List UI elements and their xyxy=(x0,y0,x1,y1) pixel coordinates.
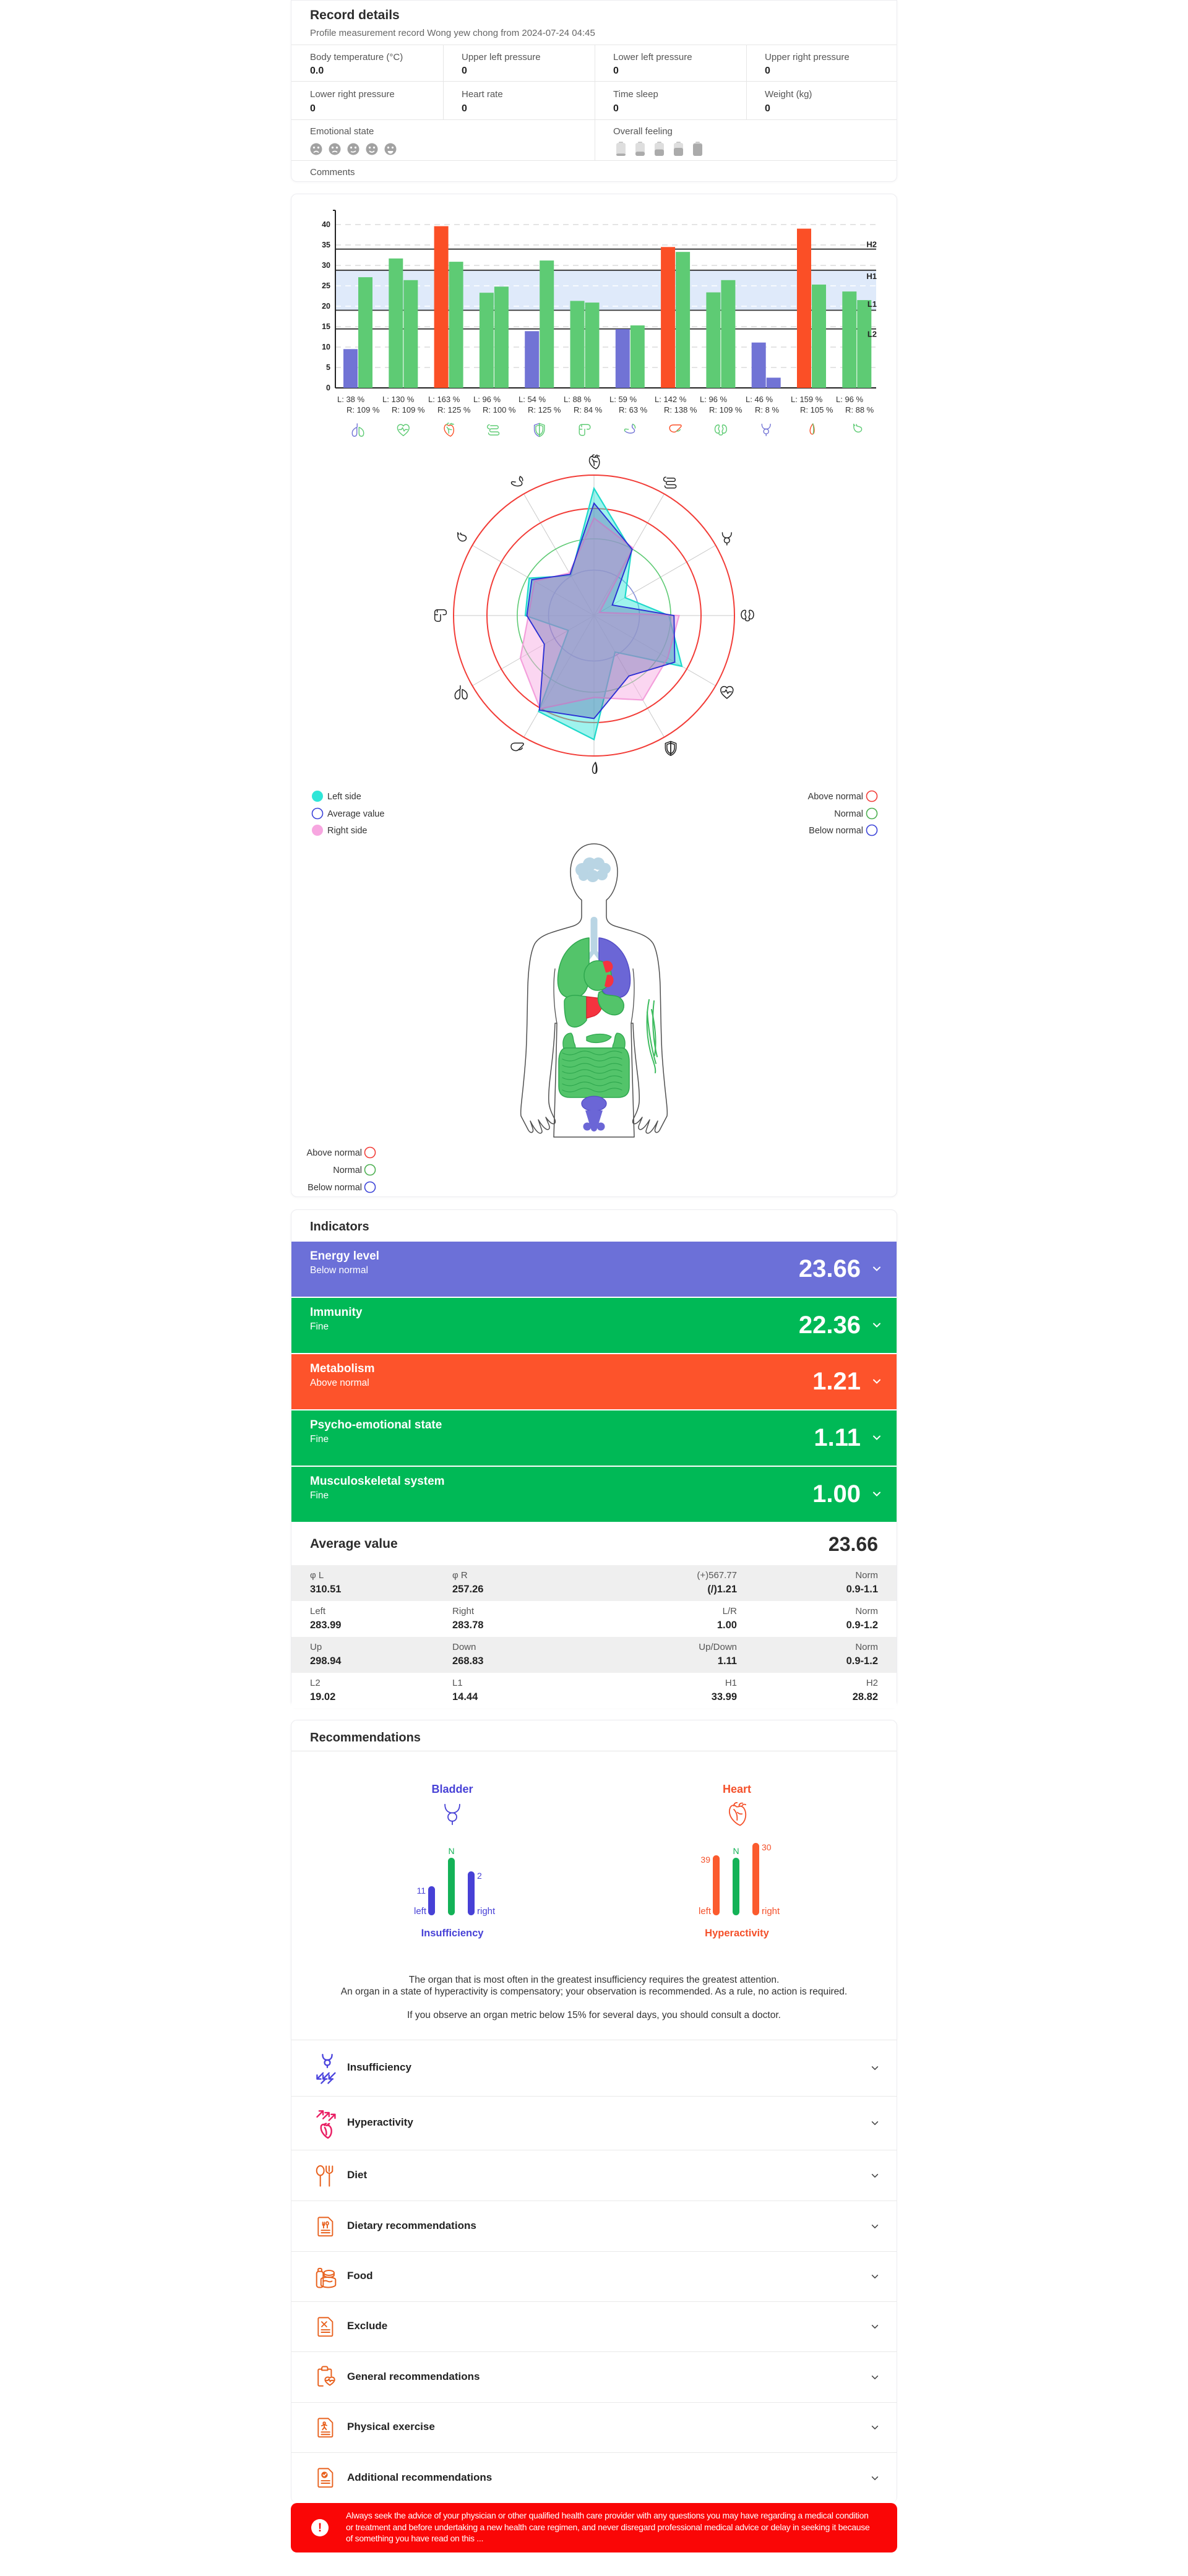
svg-text:L: 46 %: L: 46 % xyxy=(746,395,773,404)
svg-text:10: 10 xyxy=(322,343,330,351)
svg-text:L: 163 %: L: 163 % xyxy=(428,395,460,404)
svg-text:left: left xyxy=(699,1906,712,1917)
svg-text:Average value: Average value xyxy=(327,809,384,819)
svg-text:R: 105 %: R: 105 % xyxy=(800,405,833,414)
svg-text:R: 8 %: R: 8 % xyxy=(755,405,779,414)
svg-text:N: N xyxy=(733,1846,739,1856)
svg-text:40: 40 xyxy=(322,220,330,229)
svg-text:0: 0 xyxy=(326,384,330,392)
svg-text:H2: H2 xyxy=(866,240,877,249)
svg-text:N: N xyxy=(448,1846,454,1856)
svg-text:Below normal: Below normal xyxy=(809,826,863,836)
svg-text:R: 63 %: R: 63 % xyxy=(619,405,648,414)
svg-text:35: 35 xyxy=(322,241,330,249)
svg-text:Insufficiency: Insufficiency xyxy=(421,1928,484,1939)
svg-text:right: right xyxy=(762,1906,780,1917)
svg-text:Left side: Left side xyxy=(327,792,361,802)
svg-text:15: 15 xyxy=(322,322,330,331)
svg-text:5: 5 xyxy=(326,363,330,372)
svg-text:R: 125 %: R: 125 % xyxy=(528,405,561,414)
svg-text:L: 54 %: L: 54 % xyxy=(519,395,546,404)
svg-text:R: 109 %: R: 109 % xyxy=(346,405,380,414)
svg-text:Bladder: Bladder xyxy=(431,1783,473,1795)
svg-text:R: 84 %: R: 84 % xyxy=(574,405,603,414)
svg-text:L: 142 %: L: 142 % xyxy=(655,395,687,404)
svg-text:H1: H1 xyxy=(866,272,877,281)
svg-text:R: 100 %: R: 100 % xyxy=(483,405,516,414)
svg-text:Normal: Normal xyxy=(333,1166,362,1175)
svg-text:Below normal: Below normal xyxy=(308,1183,362,1193)
svg-text:R: 109 %: R: 109 % xyxy=(392,405,425,414)
svg-text:Above normal: Above normal xyxy=(307,1148,362,1158)
svg-text:L2: L2 xyxy=(867,330,877,339)
svg-text:L: 96 %: L: 96 % xyxy=(473,395,501,404)
svg-text:L1: L1 xyxy=(867,299,877,309)
svg-text:Above normal: Above normal xyxy=(808,792,863,802)
svg-text:30: 30 xyxy=(762,1842,772,1852)
svg-text:L: 59 %: L: 59 % xyxy=(609,395,637,404)
svg-text:R: 138 %: R: 138 % xyxy=(664,405,697,414)
svg-text:L: 96 %: L: 96 % xyxy=(700,395,728,404)
svg-text:Hyperactivity: Hyperactivity xyxy=(705,1928,769,1939)
svg-text:R: 125 %: R: 125 % xyxy=(437,405,471,414)
svg-text:2: 2 xyxy=(477,1871,482,1881)
svg-text:L: 96 %: L: 96 % xyxy=(836,395,864,404)
svg-text:L: 38 %: L: 38 % xyxy=(337,395,365,404)
svg-text:R: 88 %: R: 88 % xyxy=(845,405,874,414)
svg-text:R: 109 %: R: 109 % xyxy=(709,405,742,414)
svg-text:25: 25 xyxy=(322,281,330,290)
svg-text:11: 11 xyxy=(416,1886,426,1896)
svg-text:right: right xyxy=(477,1906,496,1917)
svg-text:L: 159 %: L: 159 % xyxy=(791,395,823,404)
svg-text:Heart: Heart xyxy=(723,1783,751,1795)
svg-text:20: 20 xyxy=(322,302,330,311)
svg-text:Normal: Normal xyxy=(834,809,863,819)
svg-text:39: 39 xyxy=(700,1855,710,1865)
svg-text:L: 130 %: L: 130 % xyxy=(382,395,415,404)
svg-text:30: 30 xyxy=(322,261,330,270)
svg-text:L: 88 %: L: 88 % xyxy=(564,395,592,404)
svg-text:left: left xyxy=(414,1906,427,1917)
svg-text:Right side: Right side xyxy=(327,826,367,836)
